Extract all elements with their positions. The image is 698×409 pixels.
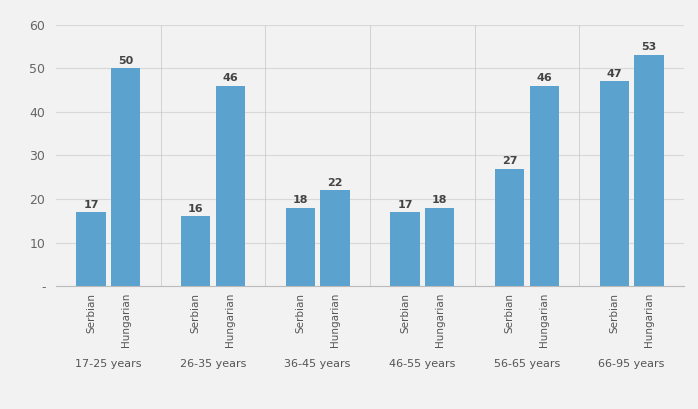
Bar — [285, 208, 315, 286]
Text: 46: 46 — [536, 73, 552, 83]
Bar — [390, 212, 419, 286]
Bar — [495, 169, 524, 286]
Text: 17-25 years: 17-25 years — [75, 359, 142, 369]
Bar — [425, 208, 454, 286]
Text: 56-65 years: 56-65 years — [493, 359, 560, 369]
Text: 66-95 years: 66-95 years — [598, 359, 664, 369]
Text: 17: 17 — [397, 200, 413, 209]
Bar — [600, 81, 629, 286]
Bar — [111, 68, 140, 286]
Text: 36-45 years: 36-45 years — [284, 359, 351, 369]
Text: 18: 18 — [432, 195, 447, 205]
Bar — [76, 212, 105, 286]
Text: 46-55 years: 46-55 years — [389, 359, 456, 369]
Text: 47: 47 — [607, 69, 622, 79]
Text: 22: 22 — [327, 178, 343, 188]
Bar — [530, 85, 559, 286]
Text: 16: 16 — [188, 204, 204, 214]
Bar — [634, 55, 664, 286]
Bar — [320, 190, 350, 286]
Text: 27: 27 — [502, 156, 517, 166]
Bar — [181, 216, 210, 286]
Text: 53: 53 — [641, 43, 657, 52]
Text: 17: 17 — [83, 200, 98, 209]
Text: 46: 46 — [223, 73, 238, 83]
Text: 18: 18 — [292, 195, 308, 205]
Text: 26-35 years: 26-35 years — [180, 359, 246, 369]
Text: 50: 50 — [118, 56, 133, 65]
Bar — [216, 85, 245, 286]
